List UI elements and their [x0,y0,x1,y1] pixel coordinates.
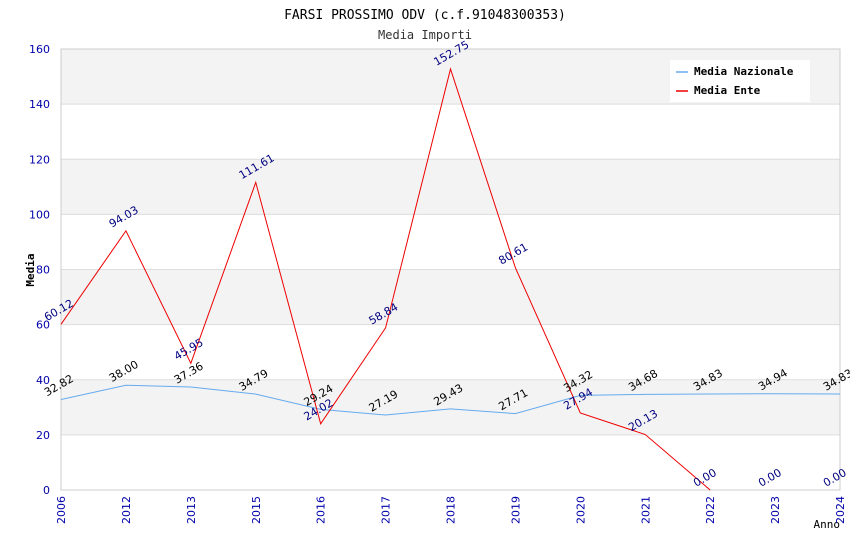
x-tick-label: 2017 [380,496,393,524]
grid-band [61,159,840,215]
y-axis-label: Media [24,253,37,286]
chart-title: FARSI PROSSIMO ODV (c.f.91048300353) [284,8,566,23]
grid-band [61,269,840,325]
series-line-media-nazionale [60,384,841,416]
y-tick-label: 80 [36,264,50,277]
series-lines [60,67,841,491]
legend-label-media-ente: Media Ente [694,84,761,97]
x-tick-label: 2018 [445,496,458,524]
legend-label-media-nazionale: Media Nazionale [694,65,794,78]
series-line-media-ente [60,67,711,491]
x-tick-label: 2023 [769,496,782,524]
y-tick-label: 20 [36,429,50,442]
x-tick-label: 2019 [509,496,522,524]
y-tick-label: 40 [36,374,50,387]
y-tick-label: 100 [29,208,50,221]
plot-frame [60,48,841,491]
data-label: 0.00 [756,466,784,490]
x-tick-label: 2022 [704,496,717,524]
x-tick-label: 2013 [185,496,198,524]
chart-subtitle: Media Importi [378,28,472,42]
x-tick-label: 2015 [250,496,263,524]
data-label: 80.61 [496,240,530,267]
x-axis-ticks: 2006 2012 2013 2015 2016 2017 2018 2019 2020 2021… [55,496,847,524]
y-tick-label: 160 [29,43,50,56]
y-tick-label: 0 [43,484,50,497]
grid-band [61,379,840,435]
x-axis-label: Anno [814,518,841,531]
x-tick-label: 2024 [834,496,847,524]
legend-box [670,60,810,102]
y-tick-label: 60 [36,319,50,332]
y-tick-label: 120 [29,153,50,166]
data-label: 0.00 [821,466,849,490]
legend: Media Nazionale Media Ente [670,60,810,102]
x-tick-label: 2020 [574,496,587,524]
x-tick-label: 2016 [315,496,328,524]
y-axis-ticks: 0 20 40 60 80 100 120 140 160 [29,43,50,497]
x-tick-label: 2012 [120,496,133,524]
plot-background-bands [61,49,840,435]
x-tick-label: 2021 [639,496,652,524]
y-tick-label: 140 [29,98,50,111]
x-tick-label: 2006 [55,496,68,524]
